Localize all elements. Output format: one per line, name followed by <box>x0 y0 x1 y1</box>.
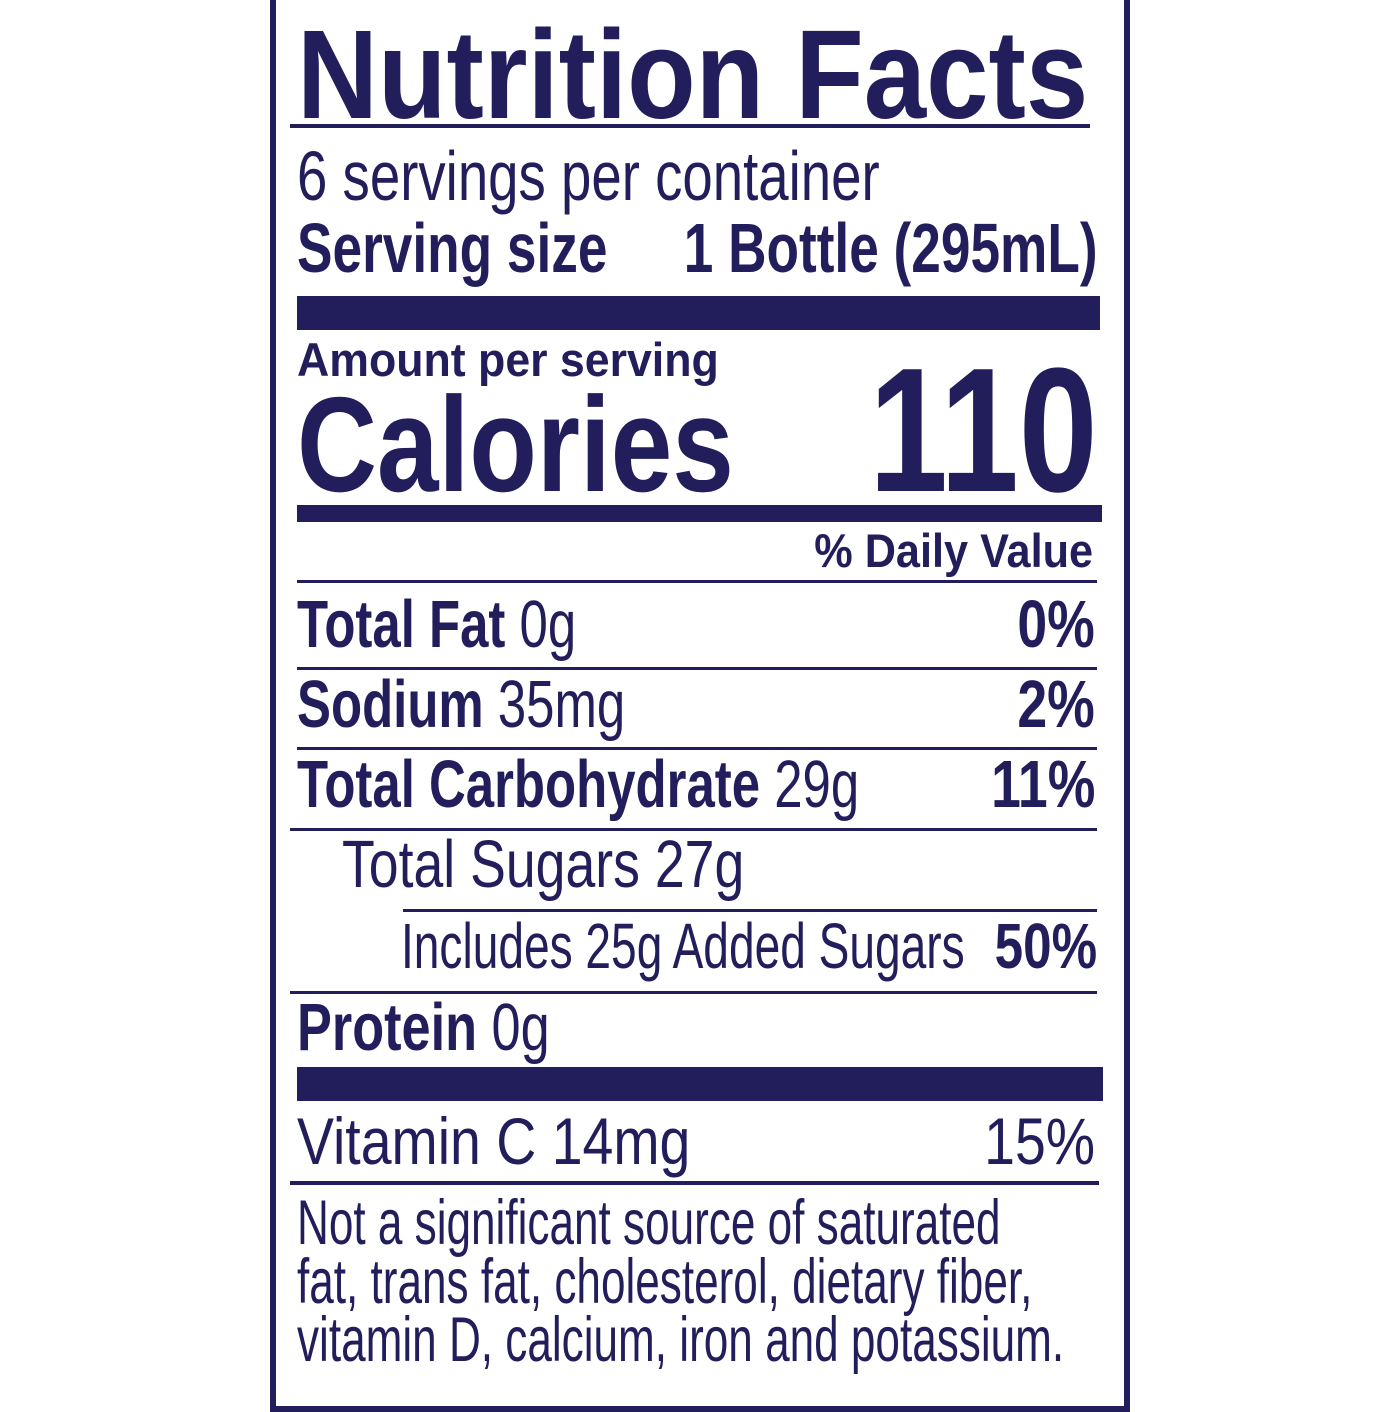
nutrient-amount: 29g <box>774 747 860 822</box>
nutrient-name: Protein <box>297 990 478 1065</box>
nutrient-row-total-carbohydrate: Total Carbohydrate 29g <box>297 751 859 818</box>
daily-value-header: % Daily Value <box>814 524 1093 577</box>
divider <box>297 580 1097 583</box>
calories-value: 110 <box>869 331 1098 529</box>
title-rule <box>290 124 1090 128</box>
nutrient-row-sodium: Sodium 35mg <box>297 671 625 738</box>
amount-per-serving: Amount per serving <box>297 333 719 386</box>
servings-per-container: 6 servings per container <box>297 137 880 215</box>
thick-bar-bottom <box>297 1067 1103 1101</box>
nutrient-row-added-sugars: Includes 25g Added Sugars <box>401 910 965 982</box>
nutrient-row-total-sugars: Total Sugars 27g <box>342 827 745 902</box>
nutrient-dv-total-fat: 0% <box>1017 587 1095 662</box>
divider <box>290 828 1097 831</box>
footnote-line: Not a significant source of saturated <box>297 1188 1001 1258</box>
serving-size-value: 1 Bottle (295mL) <box>684 209 1098 287</box>
vitamin-row-vitamin-c: Vitamin C 14mg <box>297 1104 691 1178</box>
nutrient-dv-sodium: 2% <box>1017 667 1095 742</box>
nutrient-dv-added-sugars: 50% <box>994 910 1097 982</box>
nutrient-name: Total Fat <box>297 587 506 662</box>
calories-label: Calories <box>297 369 734 520</box>
nutrient-amount: 0g <box>491 990 550 1065</box>
footnote-line: fat, trans fat, cholesterol, dietary fib… <box>297 1247 1033 1317</box>
divider <box>290 1181 1099 1185</box>
vitamin-dv-vitamin-c: 15% <box>984 1104 1095 1178</box>
nutrient-name: Sodium <box>297 667 484 742</box>
divider <box>297 667 1097 670</box>
nutrient-amount: 35mg <box>497 667 626 742</box>
footnote-line: vitamin D, calcium, iron and potassium. <box>297 1305 1065 1375</box>
thick-bar-top <box>297 296 1100 330</box>
nutrient-row-protein: Protein 0g <box>297 994 550 1061</box>
nutrient-name: Total Carbohydrate <box>297 747 761 822</box>
nutrient-amount: 0g <box>519 587 577 662</box>
label-title: Nutrition Facts <box>297 4 1089 145</box>
calories-bar <box>297 505 1102 522</box>
serving-size-label: Serving size <box>297 209 608 287</box>
divider <box>297 747 1097 750</box>
nutrient-dv-total-carbohydrate: 11% <box>990 747 1095 822</box>
divider <box>403 909 1097 912</box>
divider <box>290 991 1097 994</box>
nutrient-row-total-fat: Total Fat 0g <box>297 591 576 658</box>
